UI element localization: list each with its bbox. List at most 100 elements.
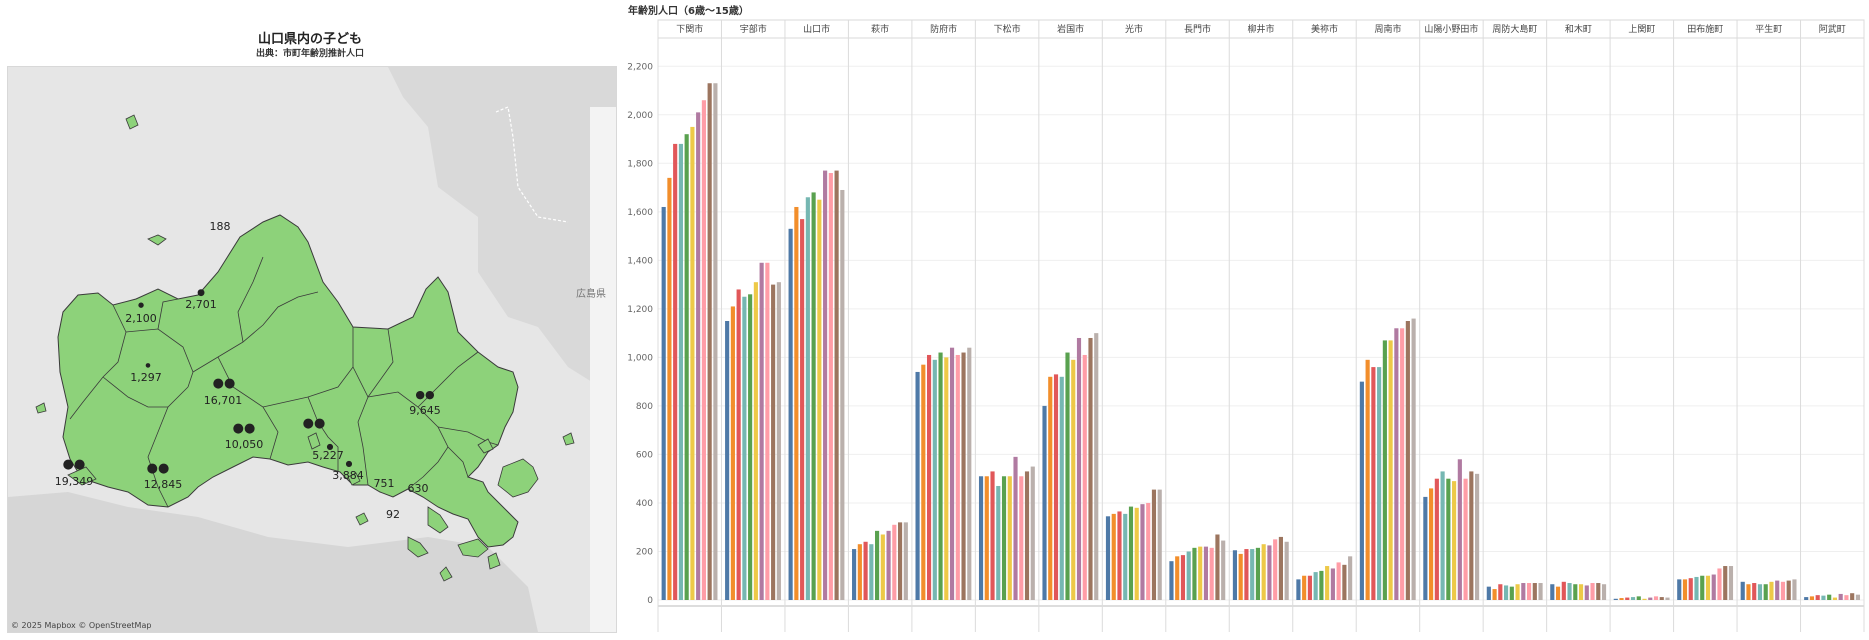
y-tick-label: 2,200 [627, 62, 653, 72]
bar [1775, 580, 1780, 600]
bar [1717, 568, 1722, 600]
bar [1475, 473, 1480, 600]
y-tick-label: 0 [647, 596, 653, 606]
bar [1700, 575, 1705, 600]
bar [1007, 476, 1012, 600]
map-attribution[interactable]: © 2025 Mapbox © OpenStreetMap [11, 621, 152, 630]
bar [1538, 583, 1543, 600]
bar [1769, 581, 1774, 600]
marker-hofu[interactable]: ●● 10,050 [225, 421, 264, 451]
marker-hagi[interactable]: ● 2,701 [185, 288, 217, 311]
marker-hikari[interactable]: ● 3,884 [332, 459, 364, 482]
bar [811, 192, 816, 600]
facet-label: 阿武町 [1819, 23, 1846, 35]
bar [840, 189, 845, 600]
bar [1792, 579, 1797, 600]
bar [1561, 581, 1566, 600]
bar [1094, 333, 1099, 600]
y-tick-label: 1,800 [627, 159, 653, 169]
bar [1111, 513, 1116, 600]
bar [961, 352, 966, 600]
people-icon: ●● [63, 457, 86, 472]
bar [1186, 551, 1191, 600]
bar [1105, 516, 1111, 600]
bar [696, 112, 701, 601]
bar [1855, 594, 1860, 600]
bar [1284, 541, 1289, 600]
bar [955, 354, 960, 600]
neighbor-land [388, 67, 616, 397]
bar [1677, 579, 1682, 600]
bar [1232, 550, 1238, 600]
bar [667, 177, 672, 600]
map-svg: 広島県 [8, 67, 616, 632]
bar [800, 219, 805, 600]
bar [742, 296, 747, 600]
bar [1780, 581, 1786, 600]
marker-abu[interactable]: 188 [210, 220, 231, 233]
marker-nagato[interactable]: ● 2,100 [125, 301, 157, 325]
bar [1048, 376, 1053, 600]
bar [1151, 489, 1157, 600]
marker-tabuse[interactable]: 751 [374, 477, 395, 490]
people-icon: ● [145, 362, 150, 369]
bar [863, 541, 868, 600]
bar [673, 143, 678, 601]
bar [1555, 586, 1561, 600]
bar [1330, 568, 1335, 600]
map-edge [590, 107, 616, 632]
marker-mine[interactable]: ● 1,297 [130, 362, 162, 384]
people-icon: ●● [233, 421, 256, 436]
marker-yamaguchi[interactable]: ●● 16,701 [204, 376, 243, 407]
bar [1711, 574, 1716, 600]
marker-label: 751 [374, 477, 395, 490]
bar [892, 524, 897, 600]
facet-label: 平生町 [1755, 23, 1782, 35]
people-icon: ● [327, 442, 334, 451]
facet-label: 和木町 [1565, 23, 1592, 35]
bar [725, 321, 730, 600]
y-tick-label: 600 [636, 450, 653, 460]
marker-suooshima[interactable]: 630 [408, 482, 429, 495]
bar [1238, 553, 1243, 600]
bar [1809, 596, 1815, 600]
bar [1492, 589, 1497, 600]
map-panel: 山口県内の子ども 出典：市町年齢別推計人口 広島県 [0, 0, 620, 640]
bar [1486, 586, 1491, 600]
bar [1509, 586, 1514, 600]
marker-kudamatsu[interactable]: ● 5,227 [312, 442, 344, 462]
marker-ube[interactable]: ●● 12,845 [144, 461, 183, 491]
bar [1763, 584, 1768, 600]
marker-shunan[interactable]: ●● [303, 416, 326, 431]
yamaguchi-land[interactable] [57, 214, 519, 548]
facet-label: 萩市 [871, 23, 889, 35]
chart-title: 年齢別人口（6歳～15歳） [628, 6, 749, 17]
bar [1250, 549, 1255, 600]
bar [1601, 584, 1607, 600]
bar [713, 83, 718, 601]
bar [1278, 536, 1283, 600]
bar [805, 197, 810, 600]
bar [898, 522, 903, 600]
bar [776, 282, 781, 600]
bar [1630, 597, 1636, 600]
bar [1429, 488, 1434, 600]
marker-iwakuni[interactable]: ●● 9,645 [409, 388, 441, 417]
bar [852, 549, 857, 600]
y-tick-label: 1,000 [627, 353, 653, 363]
bar [736, 289, 741, 600]
bar [1013, 456, 1018, 600]
marker-shimonoseki[interactable]: ●● 19,349 [55, 457, 94, 488]
map-canvas[interactable]: 広島県 [7, 66, 617, 633]
bar [1296, 579, 1301, 600]
bar [875, 530, 880, 600]
marker-kaminoseki[interactable]: 92 [386, 508, 400, 521]
bar [880, 534, 885, 600]
bar [1128, 506, 1134, 600]
marker-label: 2,100 [125, 312, 157, 325]
bar [1336, 562, 1341, 600]
bar [1180, 555, 1186, 600]
bar [753, 282, 758, 600]
facet-label: 宇部市 [740, 23, 767, 35]
people-icon: ● [138, 301, 144, 309]
